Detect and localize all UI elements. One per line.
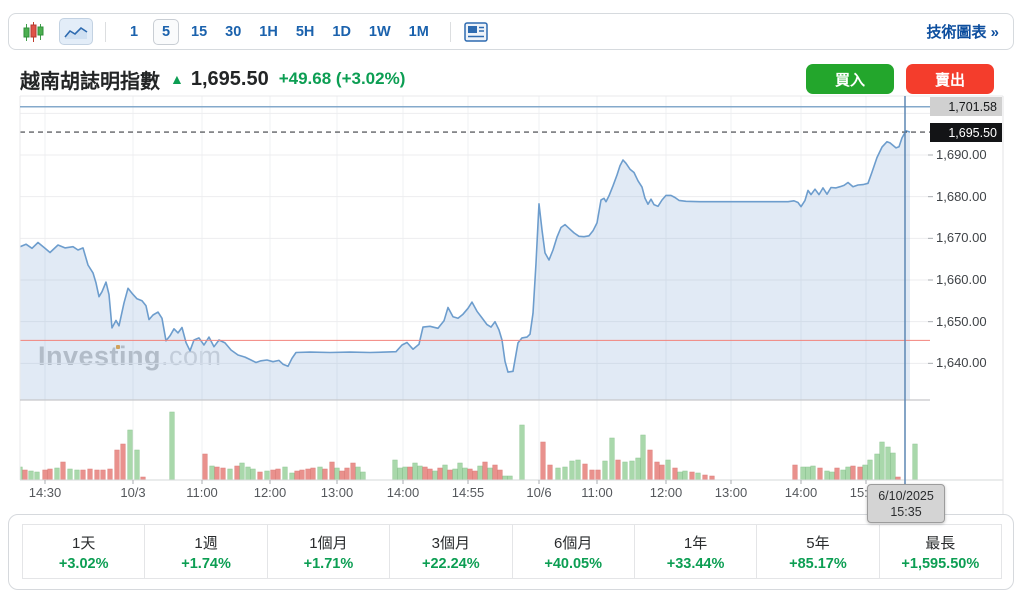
interval-button-5H[interactable]: 5H <box>290 19 321 45</box>
interval-button-15[interactable]: 15 <box>185 19 213 45</box>
period-cell-5年: 5年 +85.17% <box>757 525 880 578</box>
last-price-label: 1,695.50 <box>930 123 1002 142</box>
period-value: +1.74% <box>181 555 231 572</box>
buy-button[interactable]: 買入 <box>806 64 894 94</box>
technical-chart-link[interactable]: 技術圖表 » <box>926 24 999 41</box>
period-label: 1週 <box>194 534 218 552</box>
interval-button-1[interactable]: 1 <box>121 19 147 45</box>
interval-buttons: 1 5 15 30 1H 5H 1D 1W 1M <box>118 18 438 45</box>
tooltip-date: 6/10/2025 <box>878 488 934 503</box>
index-title: 越南胡誌明指數 <box>20 70 160 93</box>
period-value: +3.02% <box>58 555 109 572</box>
period-value: +33.44% <box>666 555 725 572</box>
period-value: +40.05% <box>544 555 603 572</box>
interval-button-1D[interactable]: 1D <box>326 19 357 45</box>
period-label: 5年 <box>806 534 830 552</box>
x-axis-label: 10/3 <box>120 485 146 500</box>
index-header: 越南胡誌明指數 ▲ 1,695.50 +49.68 (+3.02%) <box>20 62 405 96</box>
period-label: 1天 <box>72 534 96 552</box>
x-axis-label: 13:00 <box>714 485 748 500</box>
news-layout-icon[interactable] <box>463 20 489 44</box>
chart-toolbar: 1 5 15 30 1H 5H 1D 1W 1M 技術圖表 » <box>8 13 1014 50</box>
toolbar-divider <box>105 21 106 42</box>
period-label: 最長 <box>925 534 956 552</box>
y-axis-label: 1,660.00 <box>936 272 987 287</box>
investing-watermark: Investing.com <box>38 341 222 372</box>
x-axis-label: 14:55 <box>451 485 485 500</box>
period-label: 3個月 <box>431 534 470 552</box>
crosshair-price-label: 1,701.58 <box>930 97 1002 116</box>
tooltip-time: 15:35 <box>890 504 922 519</box>
crosshair-time-tooltip: 6/10/2025 15:35 <box>867 484 945 523</box>
x-axis-label: 14:00 <box>386 485 420 500</box>
y-axis-label: 1,670.00 <box>936 230 987 246</box>
period-cell-6個月: 6個月 +40.05% <box>513 525 635 578</box>
last-price: 1,695.50 <box>190 67 269 90</box>
y-axis-label: 1,680.00 <box>936 188 987 204</box>
period-value: +1.71% <box>303 555 354 572</box>
x-axis-label: 12:00 <box>253 485 287 500</box>
candlestick-chart-icon[interactable] <box>23 20 45 44</box>
period-label: 6個月 <box>554 534 593 552</box>
interval-button-1W[interactable]: 1W <box>363 19 397 45</box>
period-cell-1天: 1天 +3.02% <box>23 525 146 578</box>
x-axis-label: 13:00 <box>320 485 354 500</box>
period-value: +85.17% <box>789 555 847 572</box>
y-axis-label: 1,690.00 <box>936 147 987 162</box>
period-cell-1年: 1年 +33.44% <box>635 525 758 578</box>
x-axis-label: 11:00 <box>186 485 218 500</box>
x-axis-label: 14:00 <box>784 485 818 500</box>
performance-table: 1天 +3.02% 1週 +1.74% 1個月 +1.71% 3個月 +22.24% 6個月 +4… <box>22 524 1002 579</box>
x-axis-label: 10/6 <box>526 485 552 500</box>
y-axis-label: 1,650.00 <box>936 313 987 329</box>
period-value: +1,595.50% <box>901 555 980 572</box>
interval-button-5[interactable]: 5 <box>153 18 179 45</box>
period-cell-1個月: 1個月 +1.71% <box>268 525 391 578</box>
period-value: +22.24% <box>421 555 480 572</box>
period-cell-最長: 最長 +1,595.50% <box>880 525 1001 578</box>
x-axis-label: 12:00 <box>649 485 683 500</box>
interval-button-1M[interactable]: 1M <box>403 19 435 45</box>
price-change: +49.68 (+3.02%) <box>278 69 406 88</box>
y-axis-label: 1,640.00 <box>936 355 987 371</box>
x-axis-label: 14:30 <box>28 485 62 500</box>
interval-button-1H[interactable]: 1H <box>253 19 284 45</box>
up-arrow-icon: ▲ <box>170 71 184 87</box>
toolbar-divider <box>449 21 451 42</box>
interval-button-30[interactable]: 30 <box>219 19 247 45</box>
period-label: 1年 <box>683 534 708 552</box>
watermark-dot <box>116 345 120 349</box>
period-cell-3個月: 3個月 +22.24% <box>390 525 513 578</box>
sell-button[interactable]: 賣出 <box>906 64 994 94</box>
period-label: 1個月 <box>309 534 348 552</box>
period-cell-1週: 1週 +1.74% <box>145 525 268 578</box>
x-axis-label: 11:00 <box>581 485 613 500</box>
area-chart-icon[interactable] <box>59 18 93 45</box>
